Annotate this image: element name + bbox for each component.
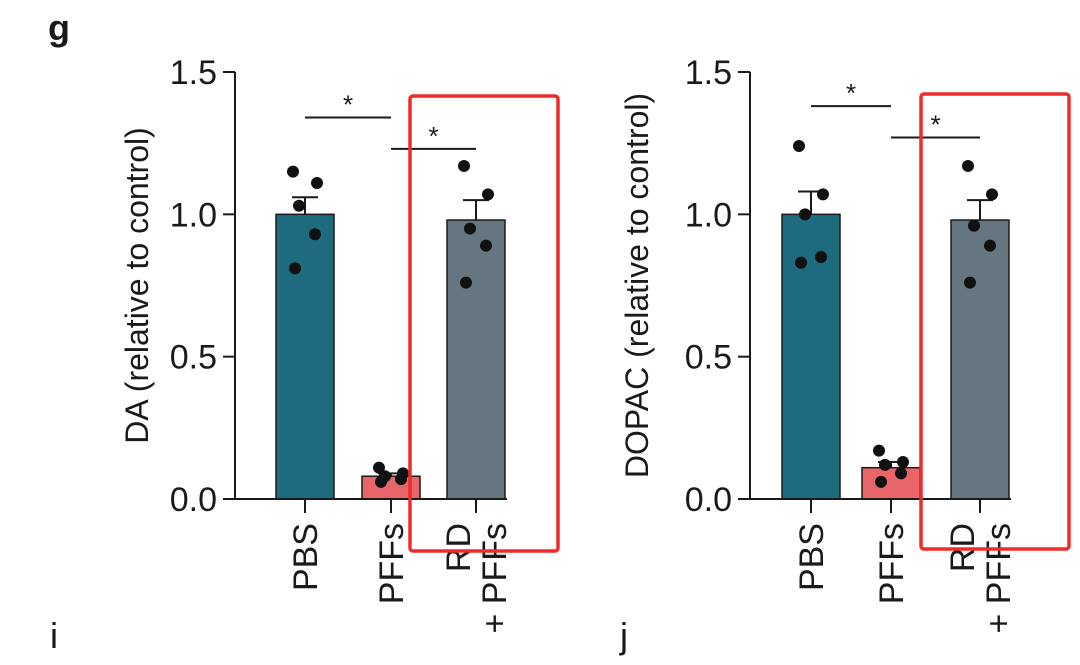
- data-point: [795, 256, 807, 269]
- y-tick-label: 0.0: [170, 481, 217, 519]
- x-category-label: + PFFs: [980, 523, 1018, 634]
- y-tick-label: 1.5: [685, 54, 732, 92]
- y-tick-label: 0.0: [685, 481, 732, 519]
- bar-0: [275, 213, 335, 500]
- bar-2: [950, 219, 1010, 500]
- data-point: [373, 461, 385, 474]
- significance-star: *: [846, 78, 856, 108]
- bar-2: [446, 219, 506, 500]
- data-point: [464, 222, 476, 235]
- highlight-box: [919, 92, 1071, 551]
- data-point: [375, 475, 387, 488]
- data-point: [873, 444, 885, 457]
- data-point: [793, 140, 805, 153]
- data-point: [964, 276, 976, 289]
- x-category-label: PFFs: [373, 523, 411, 604]
- data-point: [289, 262, 301, 275]
- x-category-label: PBS: [793, 523, 831, 591]
- significance-star: *: [930, 109, 940, 139]
- data-point: [815, 251, 827, 264]
- data-point: [482, 188, 494, 201]
- bar-1: [861, 466, 921, 500]
- x-category-label: + PFFs: [476, 523, 514, 634]
- y-tick-label: 0.5: [170, 339, 217, 377]
- data-point: [799, 208, 811, 221]
- y-tick-label: 0.5: [685, 339, 732, 377]
- x-category-label: PBS: [287, 523, 325, 591]
- data-point: [395, 473, 407, 486]
- data-point: [458, 159, 470, 172]
- y-tick-label: 1.5: [170, 54, 217, 92]
- x-category-label: RD: [440, 523, 478, 572]
- data-point: [984, 239, 996, 252]
- data-point: [287, 165, 299, 178]
- data-point: [480, 239, 492, 252]
- data-point: [311, 177, 323, 190]
- data-point: [879, 458, 891, 471]
- panel-label-g: g: [48, 7, 70, 48]
- bar-0: [781, 213, 841, 500]
- data-point: [309, 228, 321, 241]
- data-point: [875, 475, 887, 488]
- y-axis-label: DA (relative to control): [119, 127, 155, 444]
- y-tick-label: 1.0: [685, 196, 732, 234]
- x-category-label: PFFs: [873, 523, 911, 604]
- significance-star: *: [343, 90, 353, 120]
- significance-star: *: [428, 121, 438, 151]
- panel-label-j: j: [619, 615, 628, 656]
- data-point: [460, 276, 472, 289]
- data-point: [962, 159, 974, 172]
- highlight-box: [408, 94, 560, 553]
- panel-label-i: i: [50, 615, 58, 656]
- data-point: [986, 188, 998, 201]
- data-point: [895, 467, 907, 480]
- data-point: [293, 199, 305, 212]
- y-axis-label: DOPAC (relative to control): [619, 93, 655, 478]
- y-tick-label: 1.0: [170, 196, 217, 234]
- data-point: [817, 188, 829, 201]
- data-point: [968, 219, 980, 232]
- chart-da: 0.0 0.5 1.0 1.5 PBS PFFs RD+ PFFs DA (relative …: [119, 54, 560, 634]
- data-point: [897, 455, 909, 468]
